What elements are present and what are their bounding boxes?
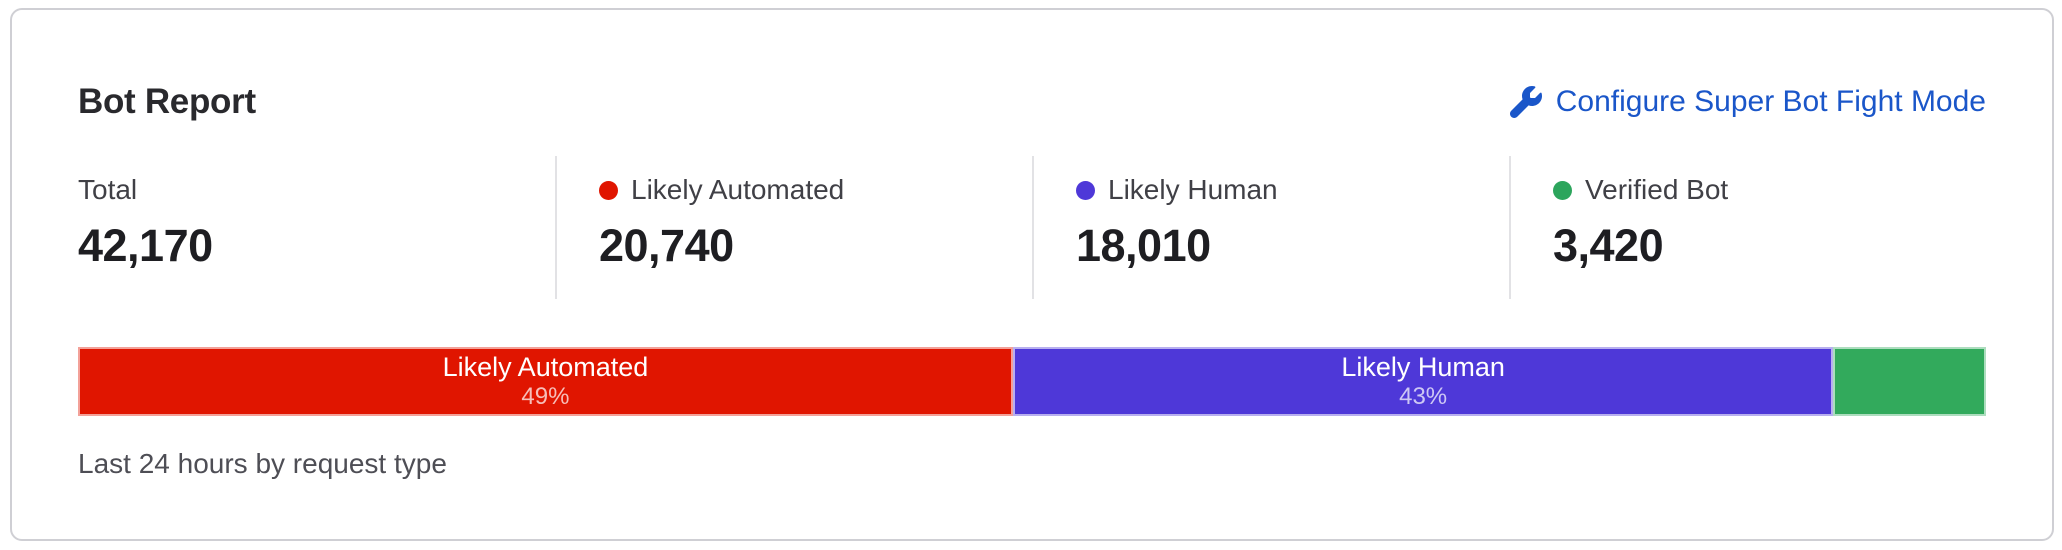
configure-super-bot-fight-mode-link[interactable]: Configure Super Bot Fight Mode [1509,85,1986,119]
stat-label-row: Total [78,174,555,206]
wrench-icon [1509,86,1542,118]
stat-label-row: Verified Bot [1553,174,1986,206]
bar-segment-likely-automated[interactable]: Likely Automated 49% [78,347,1013,416]
stat-verified-bot: Verified Bot 3,420 [1509,156,1986,299]
stacked-bar: Likely Automated 49% Likely Human 43% [78,347,1986,416]
stat-value: 18,010 [1076,220,1211,271]
bar-segment-percent: 43% [1399,383,1448,411]
bar-segment-label: Likely Automated [442,352,649,383]
stat-value: 3,420 [1553,220,1664,271]
footer-note: Last 24 hours by request type [78,448,447,479]
bar-segment-label: Likely Human [1341,352,1505,383]
stat-label: Likely Automated [631,174,845,205]
stat-label-row: Likely Automated [599,174,1032,206]
stat-value: 42,170 [78,220,213,271]
verified-bot-dot-icon [1553,180,1572,200]
stat-label: Likely Human [1108,174,1278,205]
stat-label: Verified Bot [1585,174,1729,205]
card-header: Bot Report Configure Super Bot Fight Mod… [78,82,1986,122]
bar-segment-verified-bot[interactable] [1833,347,1986,416]
stat-label: Total [78,174,138,205]
page-title: Bot Report [78,82,256,121]
stat-likely-automated: Likely Automated 20,740 [555,156,1032,299]
stat-likely-human: Likely Human 18,010 [1032,156,1509,299]
stat-label-row: Likely Human [1076,174,1509,206]
stats-row: Total 42,170 Likely Automated 20,740 Lik… [78,156,1986,299]
configure-link-label: Configure Super Bot Fight Mode [1555,85,1986,118]
stat-value: 20,740 [599,220,734,271]
likely-human-dot-icon [1076,180,1095,200]
bot-report-card: Bot Report Configure Super Bot Fight Mod… [10,8,2054,541]
stat-total: Total 42,170 [78,156,555,299]
bar-segment-likely-human[interactable]: Likely Human 43% [1012,347,1834,416]
likely-automated-dot-icon [599,180,618,200]
bar-segment-percent: 49% [521,383,570,411]
